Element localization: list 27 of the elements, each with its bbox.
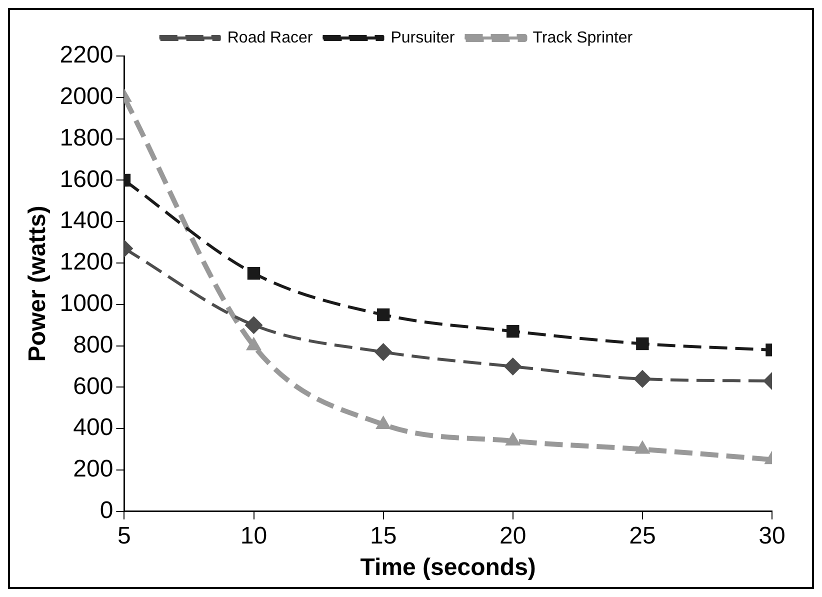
- y-tick-label: 1000: [60, 290, 114, 318]
- y-tick-label: 1200: [60, 248, 114, 276]
- point: [376, 308, 390, 322]
- legend-label: Track Sprinter: [532, 29, 634, 46]
- y-tick-label: 0: [100, 497, 114, 524]
- y-tick-label: 1800: [60, 124, 114, 152]
- y-tick-label: 1600: [60, 166, 114, 193]
- x-tick-label: 20: [500, 522, 526, 550]
- x-tick-label: 25: [629, 522, 656, 550]
- y-tick-label: 400: [73, 414, 114, 442]
- y-tick-label: 200: [73, 456, 114, 483]
- y-tick-label: 2000: [60, 83, 114, 110]
- y-axis-title: Power (watts): [24, 206, 52, 362]
- y-tick-label: 800: [73, 331, 114, 358]
- point: [374, 343, 392, 362]
- x-tick-label: 30: [758, 522, 786, 550]
- x-tick-label: 15: [370, 522, 397, 550]
- x-axis-title: Time (seconds): [360, 554, 536, 582]
- y-tick-label: 600: [73, 372, 114, 400]
- legend-label: Road Racer: [227, 29, 314, 46]
- legend-label: Pursuiter: [390, 29, 456, 46]
- y-tick-label: 2200: [60, 42, 114, 69]
- point: [506, 324, 520, 338]
- x-tick-label: 5: [118, 522, 131, 550]
- y-tick-label: 1400: [60, 207, 114, 234]
- point: [504, 358, 522, 376]
- x-tick-label: 10: [240, 522, 268, 550]
